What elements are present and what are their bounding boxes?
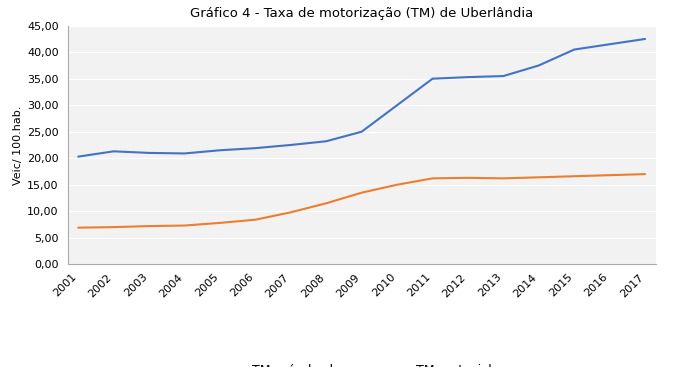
TM veículos leves — [216, 148, 224, 152]
TM veículos leves — [500, 74, 508, 78]
TM motociclos — [606, 173, 614, 177]
TM motociclos — [322, 201, 331, 206]
TM motociclos — [216, 221, 224, 225]
TM motociclos — [145, 224, 153, 228]
TM motociclos — [641, 172, 649, 176]
TM motociclos — [570, 174, 578, 178]
TM veículos leves — [464, 75, 472, 79]
TM veículos leves — [393, 103, 401, 108]
TM veículos leves — [570, 47, 578, 52]
TM veículos leves — [74, 155, 82, 159]
TM motociclos — [500, 176, 508, 181]
TM motociclos — [74, 225, 82, 230]
TM motociclos — [358, 190, 366, 195]
TM veículos leves — [180, 151, 189, 156]
TM veículos leves — [429, 76, 437, 81]
TM motociclos — [535, 175, 543, 179]
Y-axis label: Veic/ 100.hab.: Veic/ 100.hab. — [13, 105, 23, 185]
TM veículos leves — [145, 151, 153, 155]
TM motociclos — [180, 224, 189, 228]
Title: Gráfico 4 - Taxa de motorização (TM) de Uberlândia: Gráfico 4 - Taxa de motorização (TM) de … — [190, 7, 533, 20]
TM veículos leves — [641, 37, 649, 41]
TM veículos leves — [110, 149, 118, 153]
TM motociclos — [251, 218, 260, 222]
TM motociclos — [429, 176, 437, 181]
TM veículos leves — [322, 139, 331, 143]
Line: TM veículos leves: TM veículos leves — [78, 39, 645, 157]
TM veículos leves — [287, 143, 295, 147]
TM motociclos — [464, 176, 472, 180]
TM motociclos — [110, 225, 118, 229]
TM motociclos — [393, 182, 401, 187]
TM motociclos — [287, 210, 295, 214]
TM veículos leves — [251, 146, 260, 150]
TM veículos leves — [606, 42, 614, 47]
TM veículos leves — [535, 63, 543, 68]
Legend: TM veículos leves, TM motociclos: TM veículos leves, TM motociclos — [212, 359, 511, 367]
TM veículos leves — [358, 130, 366, 134]
Line: TM motociclos: TM motociclos — [78, 174, 645, 228]
